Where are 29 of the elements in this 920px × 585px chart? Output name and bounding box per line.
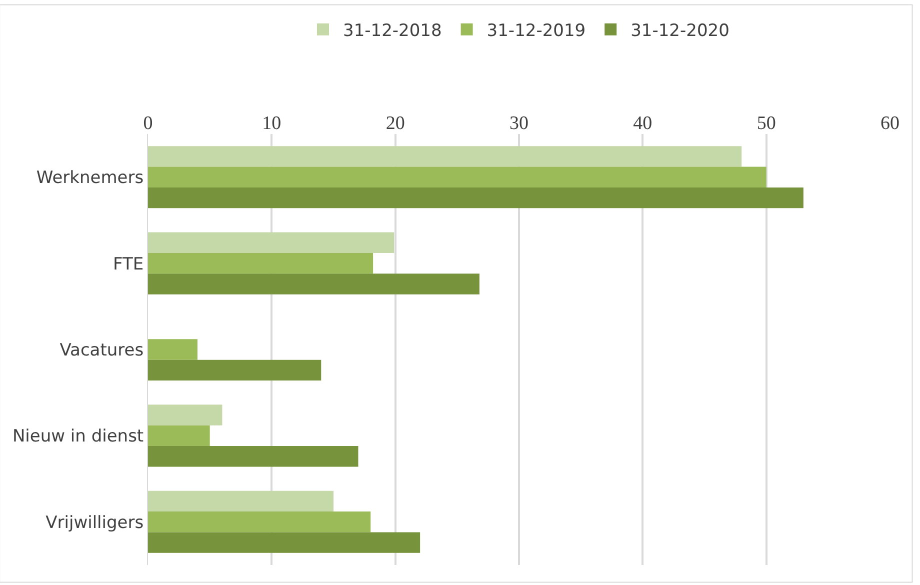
bar xyxy=(148,187,804,208)
x-tick-label: 10 xyxy=(262,113,282,134)
bar xyxy=(148,360,322,381)
bar xyxy=(148,274,480,294)
x-tick-label: 40 xyxy=(633,113,652,134)
x-tick-label: 30 xyxy=(510,113,528,134)
bar xyxy=(148,146,742,167)
bar xyxy=(148,166,766,188)
y-tick-label: Nieuw in dienst xyxy=(12,426,144,447)
bar xyxy=(148,252,374,274)
bar xyxy=(148,404,222,426)
y-tick-label: Vacatures xyxy=(60,340,144,360)
y-tick-label: FTE xyxy=(112,254,144,274)
y-tick-label: Werknemers xyxy=(36,168,144,188)
bar xyxy=(148,512,371,532)
bar xyxy=(148,232,394,253)
bar xyxy=(148,339,198,360)
bar xyxy=(148,532,420,553)
legend-label: 31-12-2018 xyxy=(343,20,442,41)
bar xyxy=(148,490,334,512)
bar xyxy=(148,446,358,467)
y-tick-label: Vrijwilligers xyxy=(46,512,144,533)
legend-label: 31-12-2019 xyxy=(486,20,586,41)
x-tick-label: 20 xyxy=(386,113,405,134)
x-tick-label: 60 xyxy=(880,113,900,134)
legend-label: 31-12-2020 xyxy=(630,20,730,41)
x-tick-label: 0 xyxy=(143,113,153,134)
bar xyxy=(148,425,210,446)
x-tick-label: 50 xyxy=(756,113,776,134)
